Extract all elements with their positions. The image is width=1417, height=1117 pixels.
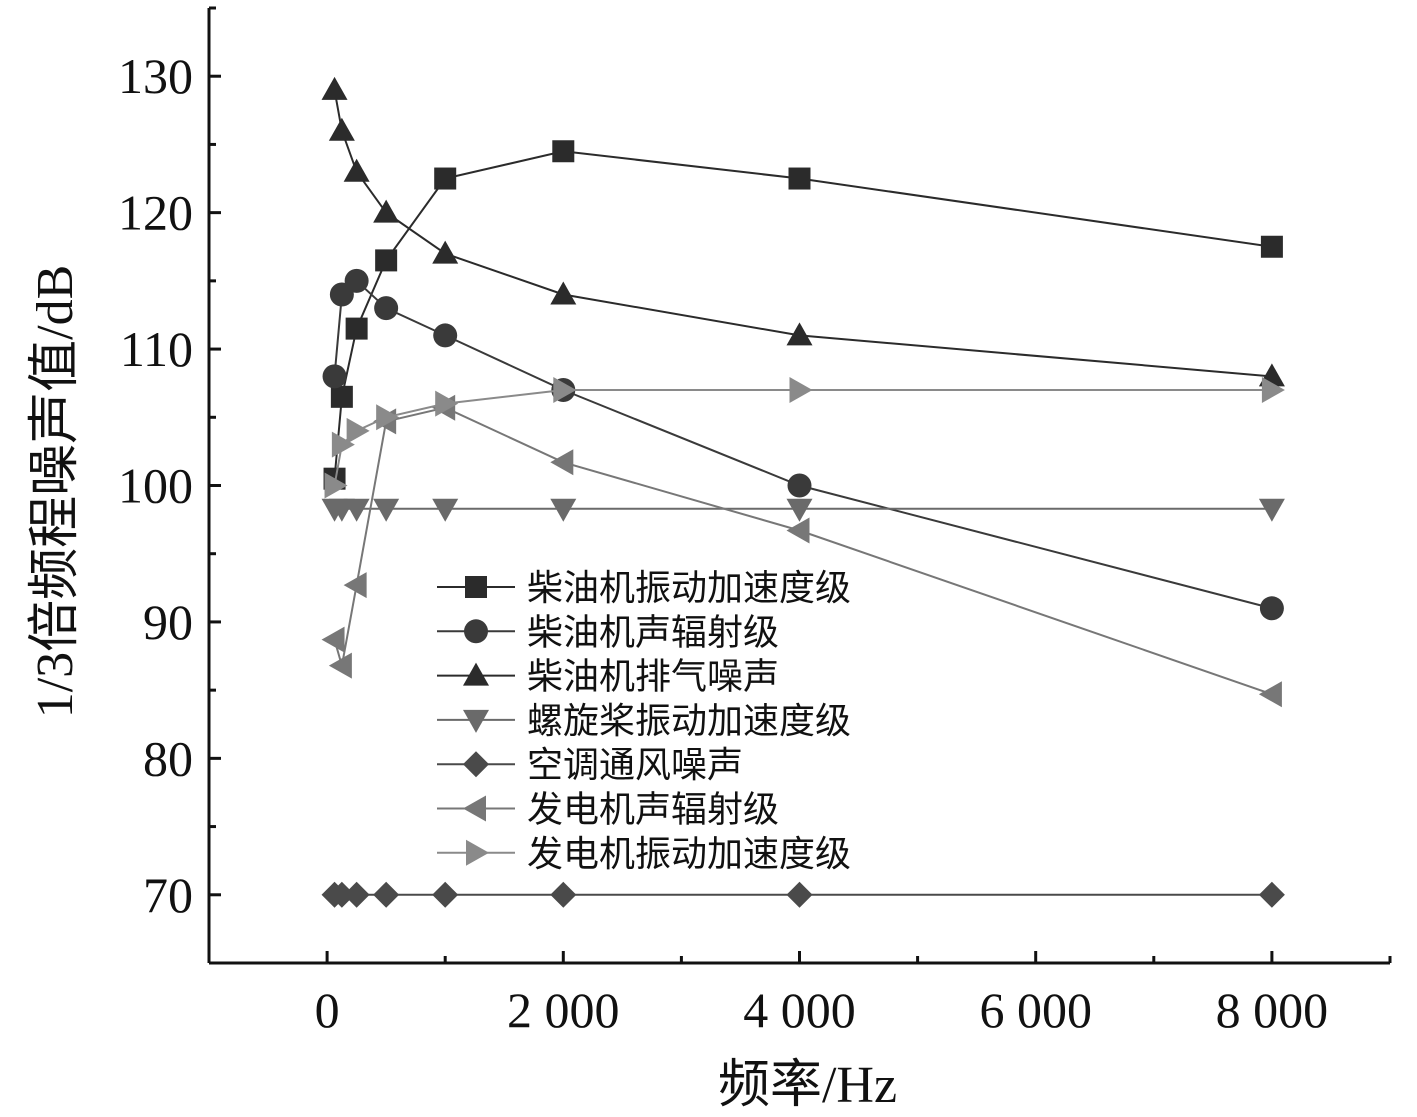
data-point [789,377,813,403]
data-point [343,158,370,182]
y-tick-label: 90 [143,594,193,650]
data-point [322,364,347,389]
legend-item: 螺旋桨振动加速度级 [437,701,851,741]
data-point [324,472,348,499]
series-line [333,389,1272,486]
legend-item: 柴油机振动加速度级 [437,568,851,608]
series-5 [321,881,1285,908]
data-point [788,167,811,190]
legend-label: 柴油机振动加速度级 [527,568,851,608]
y-tick-label: 110 [120,321,193,377]
legend-label: 发电机声辐射级 [527,790,779,830]
data-point [373,881,400,908]
data-point [343,881,370,908]
data-point [434,167,457,190]
legend-marker [466,839,489,866]
data-point [375,249,398,272]
data-point [1258,881,1285,908]
x-axis-title: 频率/Hz [718,1057,897,1114]
legend-marker [463,751,489,778]
x-tick-label: 4 000 [743,982,856,1038]
data-point [343,572,367,599]
data-point [1259,596,1284,621]
data-point [328,117,355,141]
data-point [550,449,574,476]
legend-item: 空调通风噪声 [437,745,743,785]
data-point [345,317,368,340]
series-2 [322,268,1284,621]
data-point [550,498,577,522]
legend-marker [463,795,486,822]
data-point [432,240,459,264]
legend-marker [464,619,488,644]
legend-marker [463,662,489,686]
series-4 [321,498,1285,522]
series-6 [321,394,1282,708]
data-point [433,323,458,348]
x-tick-label: 6 000 [979,982,1092,1038]
legend-label: 螺旋桨振动加速度级 [527,701,851,741]
data-point [328,881,355,908]
data-point [432,881,459,908]
data-point [373,199,400,223]
data-point [321,76,348,100]
data-point [331,431,355,458]
data-point [550,281,577,305]
series-1 [323,140,1283,490]
data-point [330,385,353,408]
data-point [553,377,577,403]
series-layer [321,76,1285,908]
data-point [1258,498,1285,522]
legend-label: 柴油机声辐射级 [527,612,779,652]
data-point [321,626,345,653]
legend-label: 柴油机排气噪声 [527,657,779,697]
legend-label: 空调通风噪声 [527,745,743,785]
data-point [552,140,575,163]
data-point [786,322,813,346]
legend: 柴油机振动加速度级柴油机声辐射级柴油机排气噪声螺旋桨振动加速度级空调通风噪声发电… [437,568,851,874]
x-tick-label: 8 000 [1216,982,1329,1038]
data-point [376,404,400,431]
y-tick-label: 100 [118,458,193,514]
legend-item: 柴油机声辐射级 [437,612,779,652]
data-point [786,881,813,908]
series-line [333,150,1273,479]
y-tick-label: 70 [143,867,193,923]
y-tick-label: 120 [118,185,193,241]
y-tick-label: 80 [143,730,193,786]
x-tick-label: 2 000 [507,982,620,1038]
series-3 [321,76,1285,387]
legend-marker [463,709,489,733]
legend-item: 发电机振动加速度级 [437,834,851,874]
data-point [344,268,369,293]
data-point [374,296,399,321]
data-point [343,498,370,522]
series-7 [324,377,1285,499]
series-line [333,406,1273,696]
data-point [328,652,352,679]
data-point [373,498,400,522]
y-axis-title: 1/3倍频程噪声值/dB [27,265,84,719]
data-point [435,390,459,417]
legend-label: 发电机振动加速度级 [527,834,851,874]
data-point [432,498,459,522]
data-point [550,881,577,908]
data-point [346,417,370,444]
x-tick-label: 0 [315,982,340,1038]
axes: 70 80 90 100 110 120 130 0 2 000 4 000 6 000 8 000 [118,6,1392,1038]
y-tick-label: 130 [118,48,193,104]
legend-item: 发电机声辐射级 [437,790,779,830]
data-point [1260,235,1283,258]
data-point [1258,681,1282,708]
data-point [1261,377,1285,403]
data-point [786,517,810,544]
data-point [786,498,813,522]
legend-marker [465,576,487,598]
legend-item: 柴油机排气噪声 [437,657,779,697]
data-point [787,473,812,498]
